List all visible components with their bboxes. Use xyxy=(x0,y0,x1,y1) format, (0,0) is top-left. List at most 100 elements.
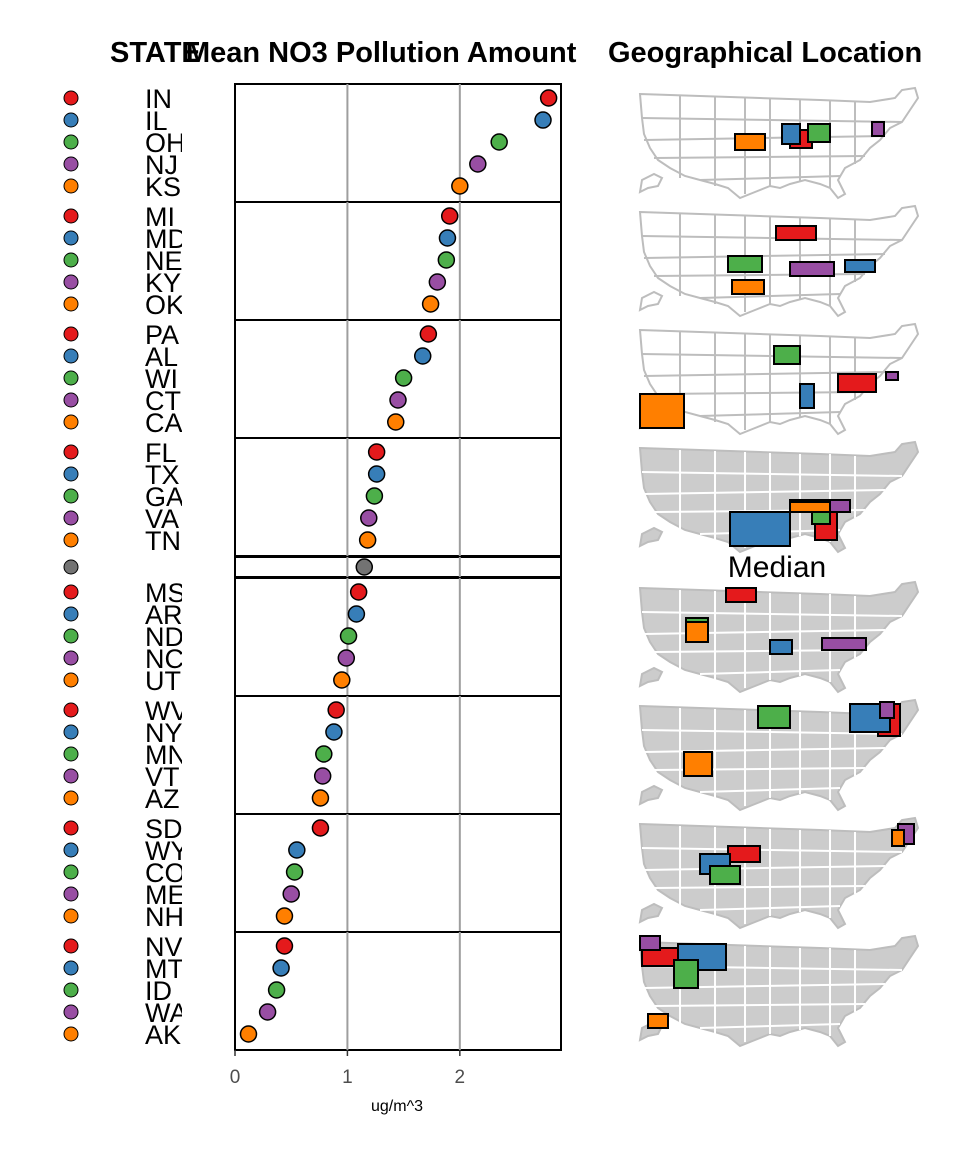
map-state-id xyxy=(673,959,699,989)
panel-frame-4 xyxy=(234,437,562,557)
data-point-wa xyxy=(258,1003,277,1021)
state-label-ct: CT xyxy=(145,386,181,416)
state-border xyxy=(699,905,841,911)
legend-dot-ga xyxy=(63,488,79,504)
legend-dot-fl xyxy=(63,444,79,460)
map-state-az xyxy=(683,751,713,777)
data-point-nc xyxy=(337,649,356,667)
state-border xyxy=(699,411,841,417)
map-state-ok xyxy=(731,279,765,295)
data-point-in xyxy=(539,89,558,107)
legend-dot-sd xyxy=(63,820,79,836)
state-label-wi: WI xyxy=(145,364,178,394)
state-label-wa: WA xyxy=(145,998,188,1028)
map-state-ca xyxy=(639,393,685,429)
data-point-ar xyxy=(347,605,366,623)
data-point-ms xyxy=(349,583,368,601)
data-point-fl xyxy=(367,443,386,461)
legend-dot-nh xyxy=(63,908,79,924)
state-label-al: AL xyxy=(145,342,178,372)
data-point-id xyxy=(267,981,286,999)
map-state-wa xyxy=(639,935,661,951)
data-point-sd xyxy=(311,819,330,837)
state-border xyxy=(643,253,886,259)
legend-dot-mt xyxy=(63,960,79,976)
legend-dot-ct xyxy=(63,392,79,408)
map-state-md xyxy=(844,259,876,273)
us-outline xyxy=(638,440,920,554)
state-label-mt: MT xyxy=(145,954,184,984)
x-axis-label: ug/m^3 xyxy=(371,1098,423,1115)
chart-panels: INILOHNJKSMIMDNEKYOKPAALWICTCAFLTXGAVATN… xyxy=(63,83,920,1088)
map-state-ak xyxy=(647,1013,669,1029)
data-point-az xyxy=(311,789,330,807)
map-state-oh xyxy=(807,123,831,143)
legend-dot-ok xyxy=(63,296,79,312)
state-label-ga: GA xyxy=(145,482,184,512)
data-point-oh xyxy=(490,133,508,151)
map-state-ks xyxy=(734,133,766,151)
dots-column-title: Mean NO3 Pollution Amount xyxy=(186,37,577,69)
legend-dot-il xyxy=(63,112,79,128)
data-point-ct xyxy=(389,391,407,409)
legend-dot-wa xyxy=(63,1004,79,1020)
legend-dot-oh xyxy=(63,134,79,150)
data-point-ok xyxy=(421,295,440,313)
alaska-outline xyxy=(638,666,664,688)
alaska-outline xyxy=(638,290,664,312)
state-label-az: AZ xyxy=(145,784,180,814)
state-label-me: ME xyxy=(145,880,186,910)
legend-dot-nv xyxy=(63,938,79,954)
state-label-nj: NJ xyxy=(145,150,178,180)
alaska-outline xyxy=(638,172,664,194)
median-frame xyxy=(234,556,562,578)
state-border xyxy=(641,353,903,359)
legend-dot-tn xyxy=(63,532,79,548)
state-border xyxy=(699,293,841,299)
state-label-il: IL xyxy=(145,106,168,136)
data-point-mn xyxy=(315,745,333,763)
data-point-nh xyxy=(275,907,294,925)
data-point-ny xyxy=(325,723,343,741)
map-state-wi xyxy=(773,345,801,365)
state-border xyxy=(641,729,903,735)
state-label-nv: NV xyxy=(145,932,183,962)
x-tick-label: 1 xyxy=(342,1067,353,1088)
us-outline xyxy=(638,816,920,930)
map-state-tn xyxy=(789,501,831,513)
data-point-vt xyxy=(313,767,332,785)
data-point-nj xyxy=(469,155,487,173)
map-state-co xyxy=(709,865,741,885)
legend-dot-wv xyxy=(63,702,79,718)
state-border xyxy=(653,391,866,395)
us-map-8 xyxy=(638,934,920,1048)
legend-dot-ak xyxy=(63,1026,79,1042)
state-label-id: ID xyxy=(145,976,172,1006)
us-map-7 xyxy=(638,816,920,930)
map-state-al xyxy=(799,383,815,409)
maps-column-title: Geographical Location xyxy=(608,37,922,69)
state-label-vt: VT xyxy=(145,762,180,792)
data-point-me xyxy=(282,885,300,903)
data-point-mt xyxy=(272,959,290,977)
median-legend-dot xyxy=(63,559,79,575)
state-label-nd: ND xyxy=(145,622,184,652)
legend-dot-nd xyxy=(63,628,79,644)
data-point-wv xyxy=(327,701,345,719)
legend-dot-pa xyxy=(63,326,79,342)
legend-dot-wy xyxy=(63,842,79,858)
state-border xyxy=(653,1003,866,1007)
map-state-il xyxy=(781,123,801,145)
median-point xyxy=(355,558,374,576)
state-label-mn: MN xyxy=(145,740,187,770)
legend-dot-nj xyxy=(63,156,79,172)
us-map-1 xyxy=(638,86,920,200)
data-point-ca xyxy=(387,413,405,431)
state-label-tn: TN xyxy=(145,526,181,556)
state-border xyxy=(699,787,841,793)
state-label-sd: SD xyxy=(145,814,183,844)
legend-dot-az xyxy=(63,790,79,806)
state-label-ms: MS xyxy=(145,578,186,608)
legend-dot-ut xyxy=(63,672,79,688)
